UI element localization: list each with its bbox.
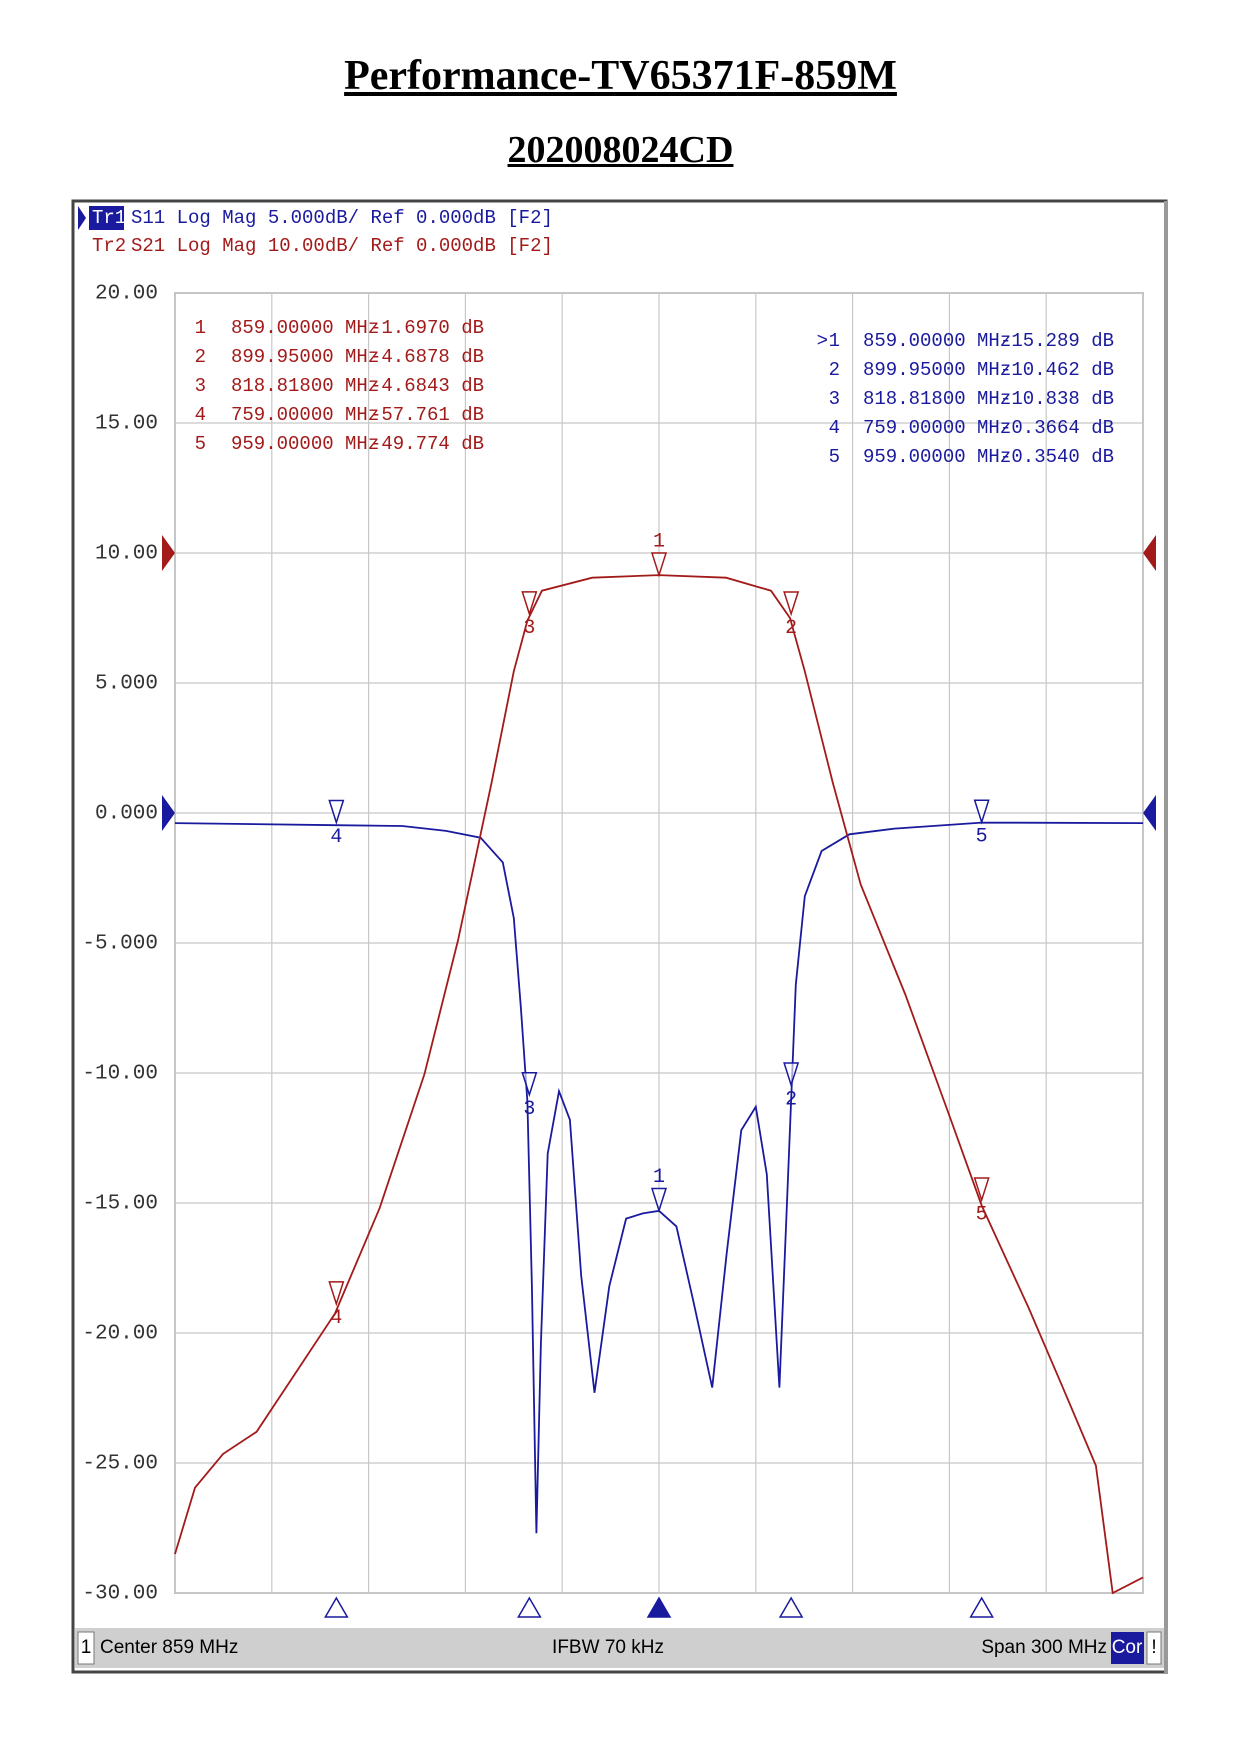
y-tick-label: -20.00 (82, 1323, 158, 1346)
marker-table-freq: 959.00000 MHz (863, 446, 1011, 468)
marker (521, 1072, 538, 1098)
marker-table-name: 1 (195, 317, 206, 339)
marker-label: 2 (785, 617, 797, 640)
y-tick-label: 0.000 (95, 803, 158, 826)
marker-table-name: 3 (195, 375, 206, 397)
y-tick-label: -10.00 (82, 1063, 158, 1086)
marker-table-freq: 759.00000 MHz (231, 404, 379, 426)
marker-table-name: 5 (195, 433, 206, 455)
marker-table-name: 4 (829, 417, 840, 439)
frame-shadow (1164, 201, 1168, 1674)
trace-id: Tr2 (92, 235, 126, 257)
marker-table-freq: 959.00000 MHz (231, 433, 379, 455)
trace-id: Tr1 (92, 207, 126, 229)
marker-label: 3 (523, 1098, 535, 1121)
marker-label: 4 (330, 826, 342, 849)
marker-table-freq: 818.81800 MHz (231, 375, 379, 397)
active-marker-symbol: > (817, 330, 828, 352)
marker-table-value: -0.3540 dB (1000, 446, 1114, 468)
ref-arrow (162, 795, 175, 831)
span: Span 300 MHz (981, 1637, 1107, 1658)
trace-line (174, 821, 1144, 1534)
title: Performance-TV65371F-859M (344, 53, 897, 99)
status-bar (75, 1628, 1164, 1668)
trace-text: S11 Log Mag 5.000dB/ Ref 0.000dB [F2] (131, 207, 553, 229)
marker-label: 1 (653, 530, 665, 553)
y-tick-label: -5.000 (82, 933, 158, 956)
subtitle: 202008024CD (507, 129, 734, 171)
frame (71, 199, 1168, 1674)
stimulus-marker (324, 1596, 349, 1618)
marker-table-freq: 759.00000 MHz (863, 417, 1011, 439)
marker (973, 799, 990, 825)
marker-label: 1 (653, 1166, 665, 1189)
cor: Cor (1112, 1637, 1143, 1658)
active-trace-box (89, 206, 124, 230)
stimulus-marker (517, 1596, 542, 1618)
y-tick-label: -15.00 (82, 1193, 158, 1216)
marker-table-value: -10.462 dB (1000, 359, 1114, 381)
marker (328, 1281, 345, 1307)
y-tick-label: 20.00 (95, 283, 158, 306)
marker-table-value: -1.6970 dB (370, 317, 484, 339)
marker-label: 5 (976, 825, 988, 848)
y-tick-label: 15.00 (95, 413, 158, 436)
marker-table-value: -10.838 dB (1000, 388, 1114, 410)
stimulus-marker (646, 1596, 672, 1618)
marker-table-value: -49.774 dB (370, 433, 484, 455)
y-tick-label: -30.00 (82, 1583, 158, 1606)
stimulus-marker (778, 1596, 804, 1618)
marker-table-value: -57.761 dB (370, 404, 484, 426)
marker-table-name: 3 (829, 388, 840, 410)
active-indicator (78, 206, 86, 230)
marker (521, 591, 538, 617)
channel: 1 (81, 1637, 92, 1658)
marker-table-freq: 818.81800 MHz (863, 388, 1011, 410)
cor-box (1111, 1632, 1144, 1664)
marker-label: 4 (330, 1307, 342, 1330)
marker-table-name: 4 (195, 404, 206, 426)
flag-box (1146, 1631, 1162, 1665)
ref-arrow (1143, 795, 1156, 831)
marker (650, 552, 668, 578)
marker-table-name: 5 (829, 446, 840, 468)
marker-table-name: 2 (195, 346, 206, 368)
marker (783, 591, 800, 617)
center: Center 859 MHz (100, 1637, 238, 1658)
y-tick-label: 5.000 (95, 673, 158, 696)
marker-label: 5 (976, 1203, 988, 1226)
ref-arrow (1143, 535, 1156, 571)
marker-table-freq: 899.95000 MHz (863, 359, 1011, 381)
y-tick-label: -25.00 (82, 1453, 158, 1476)
marker-table-value: -15.289 dB (1000, 330, 1114, 352)
marker (328, 799, 345, 825)
marker-table-name: 2 (829, 359, 840, 381)
marker-table-name: 1 (829, 330, 840, 352)
stimulus-marker (969, 1596, 994, 1618)
marker-table-freq: 859.00000 MHz (863, 330, 1011, 352)
ifbw: IFBW 70 kHz (552, 1637, 664, 1658)
ref-arrow (162, 535, 175, 571)
marker-table-value: -0.3664 dB (1000, 417, 1114, 439)
marker (783, 1062, 800, 1088)
channel-box (77, 1631, 95, 1665)
trace-text: S21 Log Mag 10.00dB/ Ref 0.000dB [F2] (131, 235, 553, 257)
marker-label: 3 (523, 617, 535, 640)
marker-table-freq: 899.95000 MHz (231, 346, 379, 368)
marker (973, 1177, 990, 1203)
y-tick-label: 10.00 (95, 543, 158, 566)
flag: ! (1151, 1637, 1156, 1658)
marker-table-freq: 859.00000 MHz (231, 317, 379, 339)
marker-label: 2 (785, 1088, 797, 1111)
marker (650, 1187, 668, 1213)
marker-table-value: -4.6878 dB (370, 346, 484, 368)
marker-table-value: -4.6843 dB (370, 375, 484, 397)
